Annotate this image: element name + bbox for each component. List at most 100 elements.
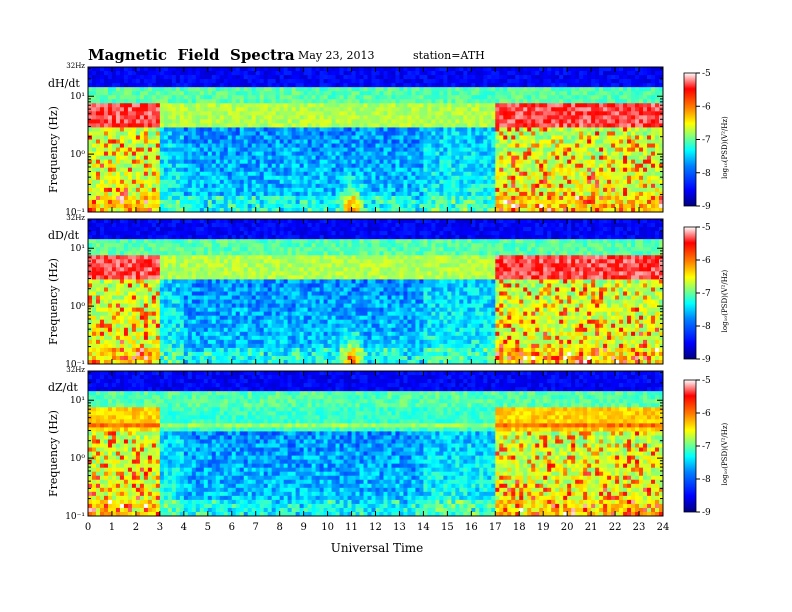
heatmap-cell xyxy=(563,187,568,193)
heatmap-cell xyxy=(255,195,261,201)
heatmap-cell xyxy=(567,103,572,108)
heatmap-cell xyxy=(559,199,564,205)
heatmap-cell xyxy=(295,111,301,116)
heatmap-cell xyxy=(563,91,568,96)
heatmap-cell xyxy=(267,167,273,173)
heatmap-cell xyxy=(535,179,540,185)
heatmap-cell xyxy=(203,163,209,169)
heatmap-cell xyxy=(387,107,392,112)
heatmap-cell xyxy=(319,171,324,177)
heatmap-cell xyxy=(271,99,277,104)
heatmap-cell xyxy=(299,139,305,144)
heatmap-cell xyxy=(311,151,316,157)
heatmap-cell xyxy=(195,171,201,177)
heatmap-cell xyxy=(551,195,556,201)
heatmap-cell xyxy=(355,119,360,124)
heatmap-cell xyxy=(455,123,460,128)
heatmap-cell xyxy=(215,103,221,108)
heatmap-cell xyxy=(91,71,97,76)
heatmap-cell xyxy=(615,143,620,148)
heatmap-cell xyxy=(227,143,233,148)
heatmap-cell xyxy=(515,155,520,161)
heatmap-cell xyxy=(527,91,532,96)
heatmap-cell xyxy=(327,83,332,88)
heatmap-cell xyxy=(363,203,368,209)
heatmap-cell xyxy=(259,115,265,120)
heatmap-cell xyxy=(203,191,209,197)
heatmap-cell xyxy=(267,115,273,120)
heatmap-cell xyxy=(495,135,500,140)
heatmap-cell xyxy=(527,99,532,104)
heatmap-cell xyxy=(487,207,492,213)
heatmap-cell xyxy=(95,111,101,116)
heatmap-cell xyxy=(631,95,636,100)
heatmap-cell xyxy=(387,203,392,209)
heatmap-cell xyxy=(607,199,612,205)
heatmap-cell xyxy=(267,87,273,92)
heatmap-cell xyxy=(503,67,508,72)
heatmap-cell xyxy=(323,163,328,169)
heatmap-cell xyxy=(247,111,253,116)
heatmap-cell xyxy=(355,95,360,100)
heatmap-cell xyxy=(519,107,524,112)
heatmap-cell xyxy=(419,75,424,80)
heatmap-cell xyxy=(143,119,149,124)
heatmap-cell xyxy=(351,67,356,72)
heatmap-cell xyxy=(447,119,452,124)
heatmap-cell xyxy=(123,155,129,161)
heatmap-cell xyxy=(219,95,225,100)
heatmap-cell xyxy=(579,175,584,181)
heatmap-cell xyxy=(603,87,608,92)
heatmap-cell xyxy=(387,143,392,148)
heatmap-cell xyxy=(595,119,600,124)
heatmap-cell xyxy=(139,119,145,124)
heatmap-cell xyxy=(343,151,348,157)
heatmap-cell xyxy=(127,131,133,136)
heatmap-cell xyxy=(307,103,313,108)
heatmap-cell xyxy=(459,147,464,152)
heatmap-cell xyxy=(95,131,101,136)
heatmap-cell xyxy=(351,127,356,132)
heatmap-cell xyxy=(495,67,500,72)
heatmap-cell xyxy=(88,203,93,209)
heatmap-cell xyxy=(167,67,173,72)
heatmap-cell xyxy=(95,139,101,144)
heatmap-cell xyxy=(127,111,133,116)
heatmap-cell xyxy=(347,159,352,165)
heatmap-cell xyxy=(419,139,424,144)
heatmap-cell xyxy=(88,187,93,193)
heatmap-cell xyxy=(543,163,548,169)
heatmap-cell xyxy=(619,107,624,112)
heatmap-cell xyxy=(495,83,500,88)
heatmap-cell xyxy=(131,107,137,112)
heatmap-cell xyxy=(115,111,121,116)
heatmap-cell xyxy=(431,83,436,88)
heatmap-cell xyxy=(143,195,149,201)
heatmap-cell xyxy=(88,123,93,128)
heatmap-cell xyxy=(579,131,584,136)
heatmap-cell xyxy=(623,199,628,205)
heatmap-cell xyxy=(247,163,253,169)
heatmap-cell xyxy=(247,95,253,100)
heatmap-cell xyxy=(459,143,464,148)
heatmap-cell xyxy=(171,171,177,177)
heatmap-cell xyxy=(611,187,616,193)
heatmap-cell xyxy=(395,195,400,201)
heatmap-cell xyxy=(127,187,133,193)
heatmap-cell xyxy=(199,75,205,80)
heatmap-cell xyxy=(579,171,584,177)
heatmap-cell xyxy=(291,167,297,173)
heatmap-cell xyxy=(359,171,364,177)
heatmap-cell xyxy=(131,171,137,177)
heatmap-cell xyxy=(447,139,452,144)
heatmap-cell xyxy=(207,107,213,112)
heatmap-cell xyxy=(159,95,165,100)
heatmap-cell xyxy=(503,187,508,193)
heatmap-cell xyxy=(267,111,273,116)
heatmap-cell xyxy=(255,103,261,108)
heatmap-cell xyxy=(215,195,221,201)
heatmap-cell xyxy=(595,163,600,169)
heatmap-cell xyxy=(111,155,117,161)
heatmap-cell xyxy=(187,171,193,177)
heatmap-cell xyxy=(431,75,436,80)
